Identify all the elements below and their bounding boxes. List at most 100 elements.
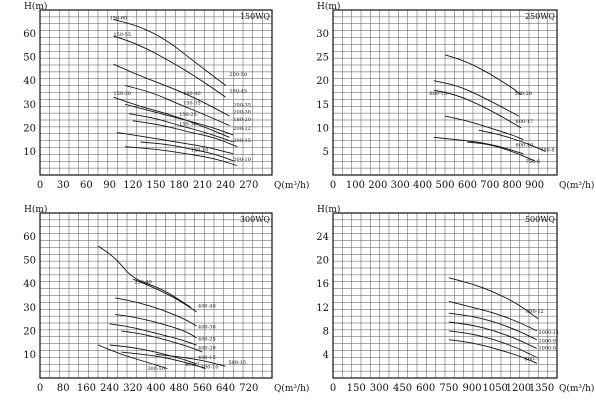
x-tick-label: 900 bbox=[525, 180, 544, 191]
curve-labels: 250-40 400-40 400-30 400-25 400-20 400-15 500-… bbox=[134, 280, 246, 372]
curve-line bbox=[109, 323, 198, 346]
curve-label: 250-40 bbox=[134, 280, 152, 286]
curve-line bbox=[444, 115, 524, 141]
y-tick-label: 60 bbox=[23, 232, 36, 243]
y-tick-label: 12 bbox=[316, 303, 329, 314]
curve-label: 1000-8 bbox=[538, 346, 556, 352]
grid bbox=[332, 212, 558, 379]
x-tick-label: 240 bbox=[216, 180, 235, 191]
x-tick-label: 210 bbox=[193, 180, 212, 191]
x-tick-label: 900 bbox=[462, 383, 481, 394]
y-tick-label: 30 bbox=[316, 29, 329, 40]
curve-label: 200-15 bbox=[233, 138, 251, 144]
curve-label: 180-20 bbox=[233, 117, 251, 123]
curve-label: 200-22 bbox=[233, 126, 251, 132]
curve-label: 180-45 bbox=[229, 89, 247, 95]
performance-curves bbox=[433, 54, 546, 162]
curve-line bbox=[433, 80, 520, 117]
curve-label: 180-40 bbox=[183, 91, 201, 97]
x-tick-label: 160 bbox=[77, 383, 96, 394]
y-tick-label: 30 bbox=[23, 303, 36, 314]
curve-line bbox=[448, 339, 538, 364]
curve-label: 150-25 bbox=[179, 112, 197, 118]
curve-label: 150-30 bbox=[179, 122, 197, 128]
y-tick-label: 40 bbox=[23, 279, 36, 290]
curve-label: 400-20 bbox=[198, 346, 216, 352]
x-tick-label: 150 bbox=[146, 180, 165, 191]
curve-label: 150-10 bbox=[191, 147, 209, 153]
curve-label: 400-40 bbox=[198, 303, 216, 309]
plot-frame bbox=[39, 9, 273, 176]
curve-label: 150-55 bbox=[113, 32, 131, 38]
curve-line bbox=[113, 96, 230, 138]
x-tick-label: 150 bbox=[347, 383, 366, 394]
x-tick-label: 700 bbox=[480, 180, 499, 191]
x-tick-label: 180 bbox=[170, 180, 189, 191]
x-tick-label: 0 bbox=[37, 383, 43, 394]
curve-line bbox=[121, 330, 203, 353]
y-tick-label: 40 bbox=[23, 76, 36, 87]
curve-line bbox=[467, 141, 536, 162]
x-tick-label: 600 bbox=[416, 383, 435, 394]
y-tick-label: 25 bbox=[316, 53, 329, 64]
y-axis-label: H(m) bbox=[24, 1, 47, 12]
curve-line bbox=[448, 277, 539, 320]
y-axis-label: H(m) bbox=[317, 204, 340, 215]
curve-label: 200-50 bbox=[229, 72, 247, 78]
chart-panel-3: 0 80 160 240 320 400 480 560 640 720 10 20 30 40 50 60 H… bbox=[23, 204, 309, 394]
y-axis-label: H(m) bbox=[317, 1, 340, 12]
curve-line bbox=[115, 297, 197, 327]
x-axis-label: Q(m³/h) bbox=[274, 383, 309, 394]
y-tick-label: 20 bbox=[23, 326, 36, 337]
curve-line bbox=[125, 146, 238, 167]
plot-frame bbox=[332, 9, 558, 176]
y-tick-label: 15 bbox=[316, 100, 329, 111]
curve-label: 400-10 bbox=[201, 365, 219, 371]
curve-label: 150-60 bbox=[110, 15, 128, 21]
x-tick-label: 1200 bbox=[506, 383, 531, 394]
x-tick-label: 480 bbox=[170, 383, 189, 394]
curve-label: 400-30 bbox=[198, 325, 216, 331]
performance-curves bbox=[97, 245, 227, 370]
x-tick-label: 300 bbox=[391, 180, 410, 191]
curve-label: 800-12 bbox=[526, 309, 544, 315]
plot-title: 150WQ bbox=[240, 12, 270, 21]
y-tick-label: 24 bbox=[316, 232, 329, 243]
curve-line bbox=[97, 344, 169, 370]
curve-line bbox=[448, 312, 538, 341]
curve-label: 200-35 bbox=[233, 103, 251, 109]
curve-line bbox=[124, 103, 234, 136]
curve-label: 150-35 bbox=[183, 100, 201, 106]
y-tick-label: 4 bbox=[323, 350, 329, 361]
curve-label: 500-20 bbox=[514, 91, 532, 97]
curve-line bbox=[109, 344, 198, 365]
y-tick-label: 50 bbox=[23, 256, 36, 267]
curve-label: 200-10 bbox=[233, 157, 251, 163]
x-tick-label: 1350 bbox=[529, 383, 554, 394]
curve-label: 600-17 bbox=[516, 119, 534, 125]
y-tick-label: 50 bbox=[23, 53, 36, 64]
x-tick-label: 90 bbox=[103, 180, 116, 191]
curve-label: 200-30 bbox=[233, 110, 251, 116]
y-tick-label: 20 bbox=[316, 256, 329, 267]
y-tick-label: 8 bbox=[323, 326, 329, 337]
x-tick-label: 60 bbox=[80, 180, 93, 191]
curve-line bbox=[117, 132, 234, 155]
x-tick-label: 240 bbox=[100, 383, 119, 394]
curve-line bbox=[132, 278, 197, 313]
curve-line bbox=[113, 63, 230, 117]
curve-line bbox=[444, 54, 522, 96]
grid bbox=[39, 212, 273, 379]
x-tick-label: 0 bbox=[330, 383, 336, 394]
y-tick-label: 30 bbox=[23, 100, 36, 111]
curve-line bbox=[97, 245, 192, 308]
curve-labels: 150-60 150-55 150-30 200-50 180-40 180-45 200-… bbox=[110, 15, 251, 162]
y-tick-label: 5 bbox=[323, 147, 329, 158]
y-tick-label: 10 bbox=[23, 350, 36, 361]
grid bbox=[39, 9, 273, 176]
plot-frame bbox=[332, 212, 558, 379]
x-tick-label: 400 bbox=[146, 383, 165, 394]
